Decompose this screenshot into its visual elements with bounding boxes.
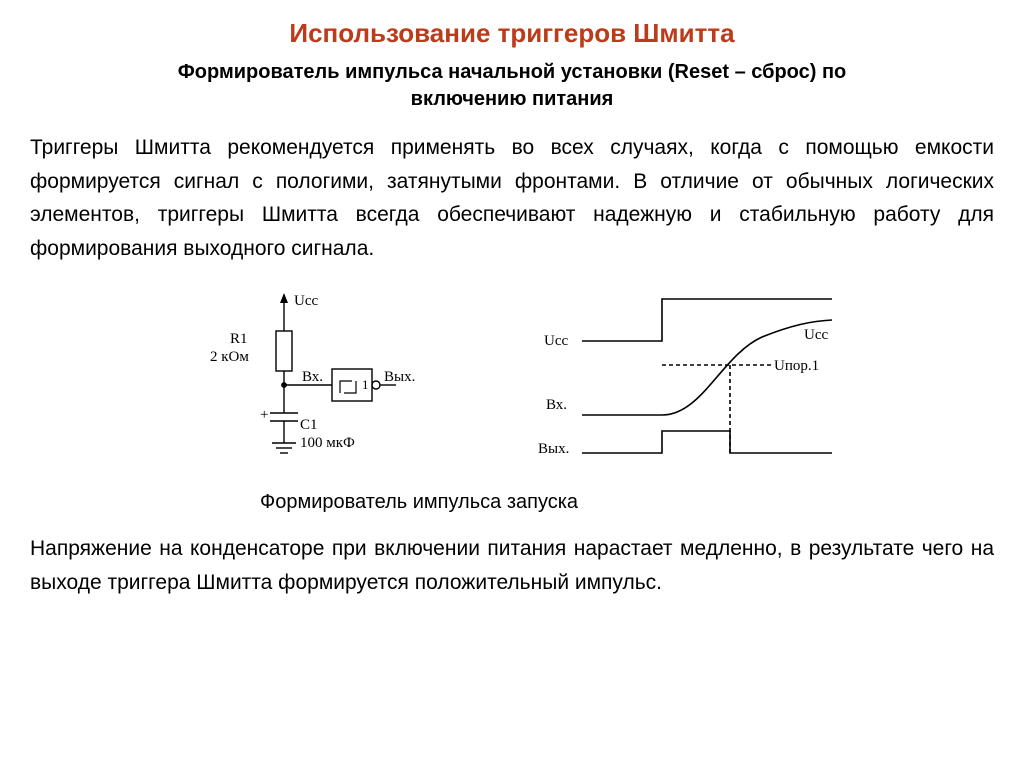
out-label: Вых. <box>384 369 415 385</box>
main-title: Использование триггеров Шмитта <box>30 18 994 49</box>
c1-value: 100 мкФ <box>300 435 355 451</box>
timing-in-label: Вх. <box>546 397 567 413</box>
paragraph-1: Триггеры Шмитта рекомендуется применять … <box>30 131 994 265</box>
in-label: Вх. <box>302 369 323 385</box>
svg-text:1: 1 <box>362 377 369 392</box>
figure-row: 1 Ucc R1 2 кОм + C1 100 мкФ Вх. Вых. <box>30 285 994 485</box>
timing-out-label: Вых. <box>538 441 569 457</box>
figure-caption: Формирователь импульса запуска <box>260 491 994 514</box>
ucc-left-label: Ucc <box>544 333 568 349</box>
r1-label: R1 <box>230 331 248 347</box>
c1-label: C1 <box>300 417 318 433</box>
upor-label: Uпор.1 <box>774 358 819 374</box>
timing-diagram: Ucc Ucc Uпор.1 Вх. Вых. <box>512 285 852 485</box>
ucc-label: Ucc <box>294 293 318 309</box>
circuit-diagram: 1 Ucc R1 2 кОм + C1 100 мкФ Вх. Вых. <box>172 285 432 485</box>
paragraph-2: Напряжение на конденсаторе при включении… <box>30 532 994 599</box>
plus-label: + <box>260 407 268 423</box>
subtitle: Формирователь импульса начальной установ… <box>132 59 892 113</box>
page: Использование триггеров Шмитта Формирова… <box>0 0 1024 640</box>
ucc-right-label: Ucc <box>804 327 828 343</box>
r1-value: 2 кОм <box>210 349 249 365</box>
